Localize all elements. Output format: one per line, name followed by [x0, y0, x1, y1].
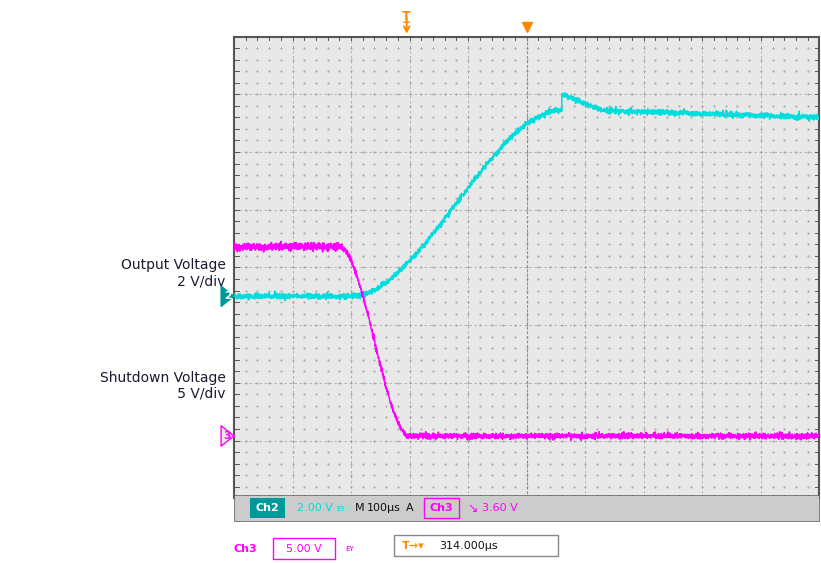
Text: Ch3: Ch3 — [430, 503, 453, 513]
Polygon shape — [221, 426, 234, 446]
Text: 2: 2 — [223, 291, 232, 301]
Text: 5.00 V: 5.00 V — [287, 544, 322, 554]
Text: Shutdown Voltage
      5 V/div: Shutdown Voltage 5 V/div — [100, 370, 226, 401]
Text: ↘: ↘ — [467, 502, 478, 515]
Text: 3.60 V: 3.60 V — [482, 503, 518, 513]
Polygon shape — [221, 286, 234, 306]
Text: Ch2: Ch2 — [256, 503, 279, 513]
Text: 100μs: 100μs — [367, 503, 401, 513]
Text: 314.000μs: 314.000μs — [439, 540, 498, 551]
Text: Ch3: Ch3 — [234, 544, 258, 554]
Text: Output Voltage
   2 V/div: Output Voltage 2 V/div — [121, 258, 226, 288]
Text: ᴇʏ: ᴇʏ — [345, 544, 354, 553]
Text: T̲: T̲ — [402, 10, 411, 23]
Text: A: A — [406, 503, 414, 513]
Text: ᴇʏ: ᴇʏ — [337, 504, 346, 512]
Text: T→▾: T→▾ — [402, 540, 425, 551]
Text: 3: 3 — [224, 431, 232, 441]
Text: 2.00 V: 2.00 V — [297, 503, 333, 513]
Text: M: M — [355, 503, 365, 513]
